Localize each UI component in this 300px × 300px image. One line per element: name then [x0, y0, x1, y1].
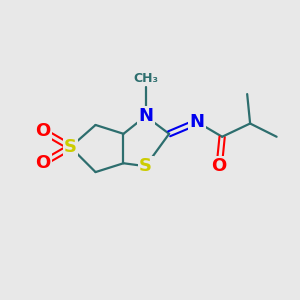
Text: CH₃: CH₃ [133, 72, 158, 85]
Text: O: O [35, 122, 50, 140]
Text: N: N [138, 107, 153, 125]
Text: N: N [190, 113, 205, 131]
Text: O: O [35, 154, 50, 172]
Text: O: O [212, 157, 227, 175]
Text: S: S [139, 157, 152, 175]
Text: S: S [64, 138, 77, 156]
